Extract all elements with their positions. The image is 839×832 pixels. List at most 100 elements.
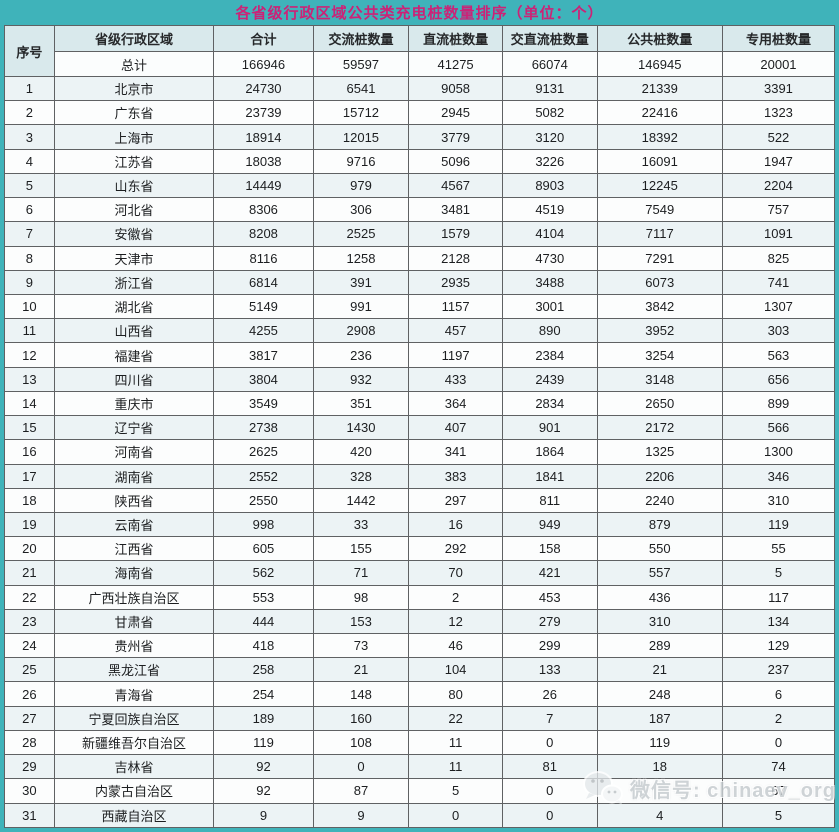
row-value-acdc: 8903 bbox=[501, 172, 598, 199]
row-value-public: 21 bbox=[596, 657, 723, 683]
row-value-ac: 73 bbox=[312, 633, 410, 659]
total-value: 166946 bbox=[213, 51, 314, 77]
total-value: 66074 bbox=[501, 51, 598, 77]
row-value-dc: 16 bbox=[408, 511, 503, 538]
row-value-dc: 11 bbox=[408, 729, 503, 756]
row-value-total: 3817 bbox=[213, 342, 314, 368]
table-row: 23 甘肃省 444 153 12 279 310 134 bbox=[4, 608, 836, 635]
table-row: 8 天津市 8116 1258 2128 4730 7291 825 bbox=[4, 245, 836, 271]
table-header: 序号 省级行政区域 合计 交流桩数量 直流桩数量 交直流桩数量 公共桩数量 专用… bbox=[4, 25, 836, 77]
row-value-ac: 1258 bbox=[312, 245, 410, 271]
row-rank: 28 bbox=[4, 729, 55, 756]
row-rank: 10 bbox=[4, 293, 55, 320]
title-bar: 各省级行政区域公共类充电桩数量排序（单位：个） bbox=[4, 0, 835, 25]
row-value-ac: 391 bbox=[312, 269, 410, 295]
row-value-ac: 153 bbox=[312, 608, 410, 635]
row-value-acdc: 1864 bbox=[501, 439, 598, 465]
row-value-ac: 1430 bbox=[312, 415, 410, 441]
row-value-total: 23739 bbox=[213, 100, 314, 126]
row-value-public: 22416 bbox=[596, 100, 723, 126]
row-region: 福建省 bbox=[53, 342, 215, 368]
row-value-public: 2240 bbox=[596, 487, 723, 513]
row-value-total: 254 bbox=[213, 681, 314, 707]
row-region: 山东省 bbox=[53, 172, 215, 199]
row-region: 湖南省 bbox=[53, 463, 215, 489]
table-row: 4 江苏省 18038 9716 5096 3226 16091 1947 bbox=[4, 148, 836, 174]
row-region: 北京市 bbox=[53, 75, 215, 102]
row-region: 河南省 bbox=[53, 439, 215, 465]
table-row: 9 浙江省 6814 391 2935 3488 6073 741 bbox=[4, 269, 836, 295]
row-value-acdc: 0 bbox=[501, 778, 598, 804]
row-value-ac: 21 bbox=[312, 657, 410, 683]
row-value-total: 553 bbox=[213, 584, 314, 610]
row-value-public: 248 bbox=[596, 681, 723, 707]
column-header-total: 合计 bbox=[213, 25, 314, 52]
row-rank: 3 bbox=[4, 124, 55, 150]
row-value-dc: 9058 bbox=[408, 75, 503, 102]
row-value-ac: 420 bbox=[312, 439, 410, 465]
row-value-dedicated: 117 bbox=[721, 584, 836, 610]
row-value-dedicated: 74 bbox=[721, 754, 836, 780]
row-value-ac: 0 bbox=[312, 754, 410, 780]
row-value-ac: 155 bbox=[312, 536, 410, 562]
row-value-dc: 11 bbox=[408, 754, 503, 780]
row-value-dedicated: 566 bbox=[721, 415, 836, 441]
row-value-public bbox=[596, 778, 723, 804]
column-header-public: 公共桩数量 bbox=[596, 25, 723, 52]
row-value-acdc: 4519 bbox=[501, 197, 598, 223]
column-header-acdc: 交直流桩数量 bbox=[501, 25, 598, 52]
row-value-dc: 1197 bbox=[408, 342, 503, 368]
row-value-dedicated: 134 bbox=[721, 608, 836, 635]
row-value-acdc: 421 bbox=[501, 560, 598, 586]
row-value-dc: 12 bbox=[408, 608, 503, 635]
row-value-acdc: 2384 bbox=[501, 342, 598, 368]
table-row: 22 广西壮族自治区 553 98 2 453 436 117 bbox=[4, 584, 836, 610]
row-rank: 14 bbox=[4, 390, 55, 417]
row-value-acdc: 279 bbox=[501, 608, 598, 635]
row-value-ac: 306 bbox=[312, 197, 410, 223]
row-region: 安徽省 bbox=[53, 221, 215, 247]
row-rank: 19 bbox=[4, 511, 55, 538]
row-value-ac: 108 bbox=[312, 729, 410, 756]
row-value-dc: 457 bbox=[408, 318, 503, 344]
row-value-ac: 9716 bbox=[312, 148, 410, 174]
row-value-acdc: 1841 bbox=[501, 463, 598, 489]
row-value-total: 119 bbox=[213, 729, 314, 756]
row-value-total: 3549 bbox=[213, 390, 314, 417]
table-row: 21 海南省 562 71 70 421 557 5 bbox=[4, 560, 836, 586]
row-value-dedicated: 2 bbox=[721, 705, 836, 731]
row-value-dedicated: 67 bbox=[721, 778, 836, 804]
table-row: 10 湖北省 5149 991 1157 3001 3842 1307 bbox=[4, 293, 836, 320]
row-region: 黑龙江省 bbox=[53, 657, 215, 683]
row-value-public: 6073 bbox=[596, 269, 723, 295]
row-value-ac: 2908 bbox=[312, 318, 410, 344]
row-value-total: 2738 bbox=[213, 415, 314, 441]
row-value-public: 289 bbox=[596, 633, 723, 659]
row-region: 浙江省 bbox=[53, 269, 215, 295]
table-row: 6 河北省 8306 306 3481 4519 7549 757 bbox=[4, 197, 836, 223]
row-rank: 29 bbox=[4, 754, 55, 780]
row-value-acdc: 4104 bbox=[501, 221, 598, 247]
total-value: 20001 bbox=[721, 51, 836, 77]
row-value-public: 18392 bbox=[596, 124, 723, 150]
row-value-public: 7291 bbox=[596, 245, 723, 271]
row-value-public: 12245 bbox=[596, 172, 723, 199]
row-value-dc: 297 bbox=[408, 487, 503, 513]
table-row: 26 青海省 254 148 80 26 248 6 bbox=[4, 681, 836, 707]
row-value-total: 605 bbox=[213, 536, 314, 562]
row-value-acdc: 3001 bbox=[501, 293, 598, 320]
row-value-dc: 407 bbox=[408, 415, 503, 441]
row-region: 河北省 bbox=[53, 197, 215, 223]
row-value-dc: 433 bbox=[408, 366, 503, 392]
column-header-dc: 直流桩数量 bbox=[408, 25, 503, 52]
row-value-ac: 98 bbox=[312, 584, 410, 610]
table-row: 14 重庆市 3549 351 364 2834 2650 899 bbox=[4, 390, 836, 417]
row-region: 天津市 bbox=[53, 245, 215, 271]
row-value-acdc: 5082 bbox=[501, 100, 598, 126]
row-value-public: 16091 bbox=[596, 148, 723, 174]
row-region: 贵州省 bbox=[53, 633, 215, 659]
row-value-ac: 9 bbox=[312, 802, 410, 829]
row-value-acdc: 811 bbox=[501, 487, 598, 513]
row-value-ac: 87 bbox=[312, 778, 410, 804]
row-value-total: 18914 bbox=[213, 124, 314, 150]
